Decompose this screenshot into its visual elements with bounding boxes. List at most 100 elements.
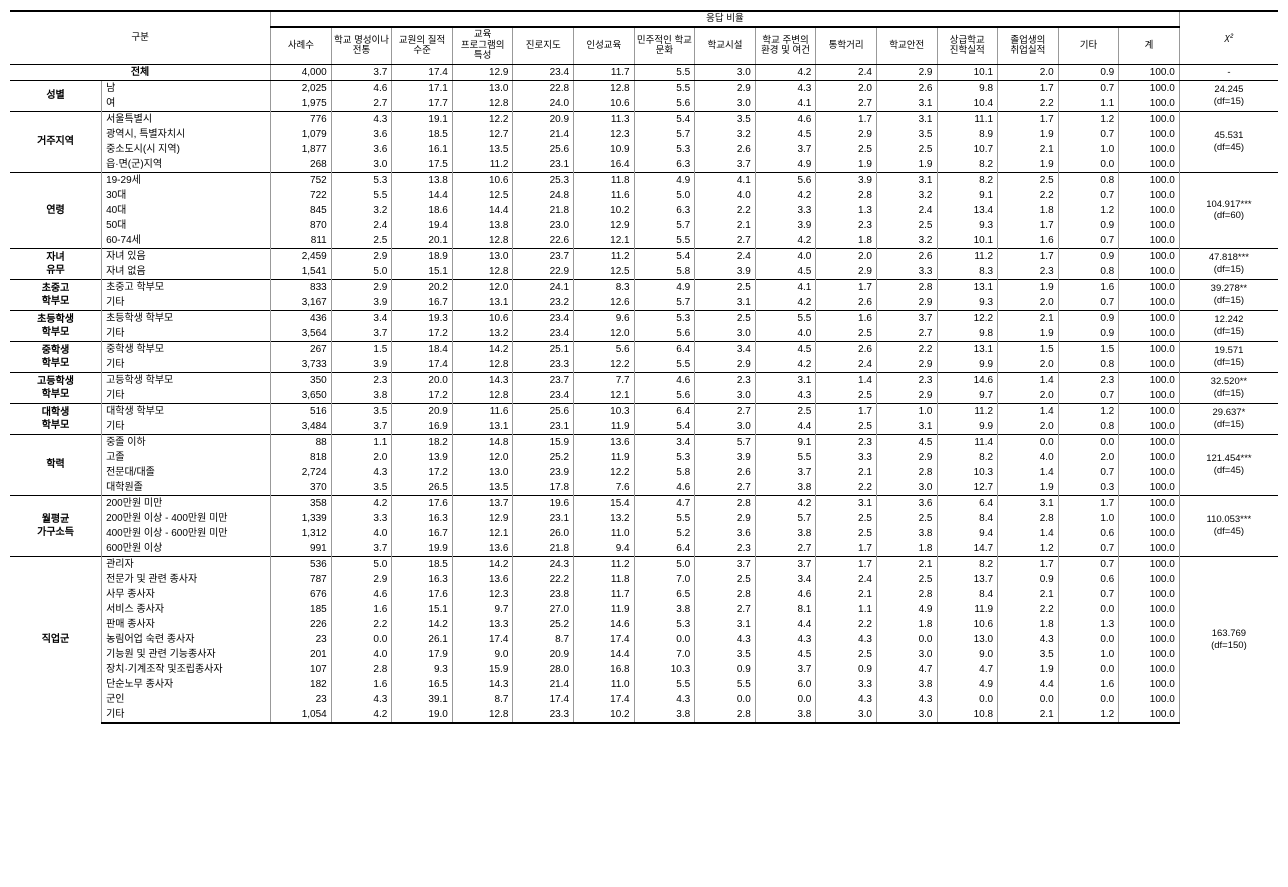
data-cell: 4.5 <box>876 434 937 450</box>
data-cell: 787 <box>271 572 332 587</box>
data-cell: 4.1 <box>755 279 816 295</box>
data-cell: 12.7 <box>937 480 998 496</box>
chi-cell: 24.245 (df=15) <box>1179 80 1278 111</box>
data-cell: 4.2 <box>755 495 816 511</box>
data-cell: 7.7 <box>574 372 635 388</box>
data-cell: 2.7 <box>876 326 937 342</box>
data-cell: 5.5 <box>634 511 695 526</box>
data-cell: 22.8 <box>513 80 574 96</box>
data-cell: 3.2 <box>695 127 756 142</box>
data-cell: 5.7 <box>755 511 816 526</box>
data-cell: 0.0 <box>755 692 816 707</box>
data-cell: 16.5 <box>392 677 453 692</box>
data-cell: 1.8 <box>876 541 937 557</box>
data-cell: 17.7 <box>392 96 453 112</box>
chi-cell: 163.769 (df=150) <box>1179 556 1278 723</box>
data-cell: 4.9 <box>755 157 816 173</box>
data-cell: 0.8 <box>1058 357 1119 373</box>
data-cell: 10.1 <box>937 233 998 249</box>
data-cell: 2.4 <box>695 248 756 264</box>
total-label: 전체 <box>10 64 271 80</box>
data-cell: 100.0 <box>1119 326 1180 342</box>
data-cell: 8.2 <box>937 450 998 465</box>
data-cell: 3.7 <box>331 326 392 342</box>
data-cell: 0.7 <box>1058 233 1119 249</box>
data-cell: 752 <box>271 172 332 188</box>
data-cell: 6.3 <box>634 203 695 218</box>
data-cell: 2.8 <box>695 587 756 602</box>
data-cell: 11.6 <box>452 403 513 419</box>
data-cell: 100.0 <box>1119 80 1180 96</box>
data-cell: 2.2 <box>331 617 392 632</box>
data-cell: 4.3 <box>695 632 756 647</box>
data-cell: 11.9 <box>937 602 998 617</box>
data-cell: 24.3 <box>513 556 574 572</box>
data-cell: 39.1 <box>392 692 453 707</box>
data-cell: 2.5 <box>876 572 937 587</box>
data-cell: 370 <box>271 480 332 496</box>
chi-cell: 121.454*** (df=45) <box>1179 434 1278 495</box>
data-cell: 3.2 <box>876 233 937 249</box>
data-cell: 12.0 <box>452 450 513 465</box>
data-cell: 2.9 <box>816 264 877 280</box>
data-cell: 1.0 <box>1058 511 1119 526</box>
data-cell: 2,459 <box>271 248 332 264</box>
data-cell: 25.6 <box>513 403 574 419</box>
data-cell: 1.5 <box>331 341 392 357</box>
data-cell: 14.2 <box>452 556 513 572</box>
data-cell: 0.7 <box>1058 295 1119 311</box>
data-cell: 4.5 <box>755 341 816 357</box>
data-cell: 4.9 <box>876 602 937 617</box>
data-cell: 100.0 <box>1119 480 1180 496</box>
data-cell: 12.2 <box>574 357 635 373</box>
data-cell: 13.0 <box>452 248 513 264</box>
data-cell: 88 <box>271 434 332 450</box>
data-cell: 19.0 <box>392 707 453 723</box>
data-cell: 4.0 <box>695 188 756 203</box>
data-cell: 4.0 <box>331 647 392 662</box>
data-cell: 13.8 <box>452 218 513 233</box>
data-cell: 2.2 <box>998 602 1059 617</box>
data-cell: 2.8 <box>876 587 937 602</box>
data-cell: 0.6 <box>1058 572 1119 587</box>
data-cell: 3.7 <box>755 465 816 480</box>
data-cell: 2.7 <box>695 480 756 496</box>
header-col-8: 학교 주변의 환경 및 여건 <box>755 27 816 64</box>
data-cell: 100.0 <box>1119 279 1180 295</box>
data-cell: 5.0 <box>634 188 695 203</box>
data-cell: 4.3 <box>876 692 937 707</box>
row-label: 기타 <box>102 419 271 435</box>
row-label: 기타 <box>102 357 271 373</box>
row-label: 판매 종사자 <box>102 617 271 632</box>
data-cell: 2.8 <box>816 188 877 203</box>
data-cell: 4.3 <box>816 692 877 707</box>
data-cell: 776 <box>271 111 332 127</box>
data-cell: 4.6 <box>331 587 392 602</box>
total-chi: - <box>1179 64 1278 80</box>
data-cell: 5.3 <box>634 450 695 465</box>
data-cell: 2.5 <box>695 279 756 295</box>
data-cell: 12.7 <box>452 127 513 142</box>
data-cell: 4.2 <box>755 357 816 373</box>
data-cell: 2.5 <box>816 526 877 541</box>
data-cell: 12.8 <box>452 707 513 723</box>
data-cell: 2.5 <box>876 142 937 157</box>
data-cell: 3.7 <box>755 662 816 677</box>
data-cell: 2.9 <box>816 127 877 142</box>
data-cell: 811 <box>271 233 332 249</box>
data-cell: 11.2 <box>574 556 635 572</box>
data-cell: 17.1 <box>392 80 453 96</box>
header-col-14: 계 <box>1119 27 1180 64</box>
data-cell: 2.8 <box>998 511 1059 526</box>
data-cell: 1.8 <box>816 233 877 249</box>
data-cell: 9.7 <box>937 388 998 404</box>
data-cell: 5.5 <box>634 357 695 373</box>
data-cell: 100.0 <box>1119 233 1180 249</box>
data-cell: 23.4 <box>513 388 574 404</box>
data-cell: 1,975 <box>271 96 332 112</box>
data-cell: 536 <box>271 556 332 572</box>
data-cell: 100.0 <box>1119 127 1180 142</box>
data-cell: 2.8 <box>876 465 937 480</box>
data-cell: 2.5 <box>876 218 937 233</box>
data-cell: 3.8 <box>755 707 816 723</box>
